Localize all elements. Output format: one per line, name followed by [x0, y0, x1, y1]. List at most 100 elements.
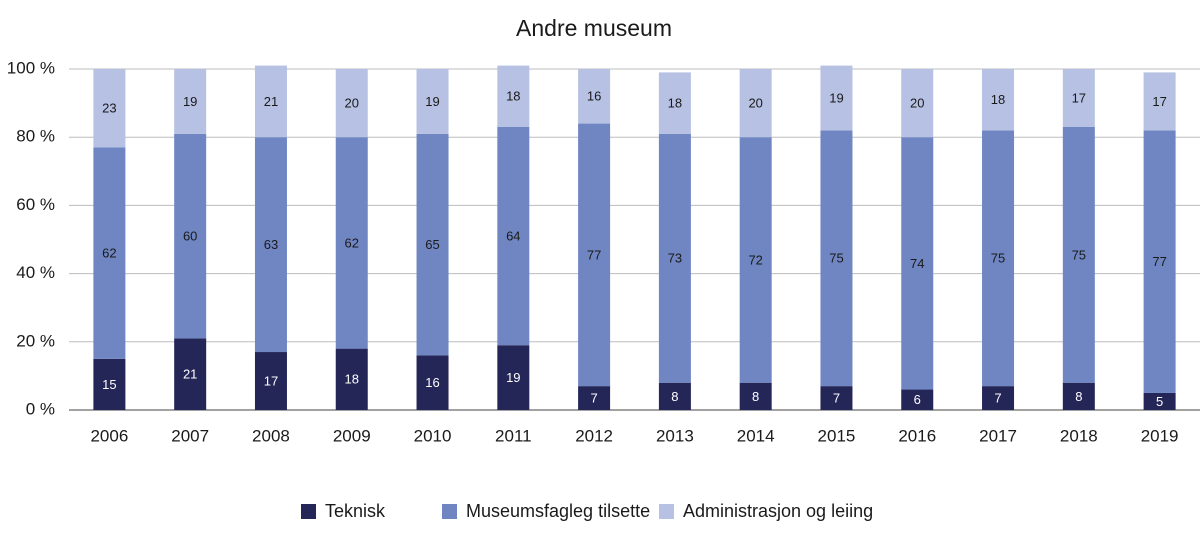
data-label: 20 — [345, 96, 359, 111]
bar-segment — [901, 389, 934, 410]
bar-segment — [578, 69, 611, 124]
data-label: 75 — [829, 251, 843, 266]
bar-segment — [416, 133, 449, 356]
data-label: 5 — [1156, 394, 1163, 409]
x-tick-label: 2012 — [575, 426, 613, 445]
data-label: 18 — [668, 96, 682, 111]
data-label: 75 — [991, 251, 1005, 266]
legend-swatch — [442, 504, 457, 519]
bar-segment — [658, 72, 691, 134]
bar-segment — [174, 69, 207, 134]
data-label: 63 — [264, 237, 278, 252]
data-label: 16 — [425, 375, 439, 390]
x-tick-label: 2008 — [252, 426, 290, 445]
bar-segment — [335, 348, 368, 410]
data-label: 7 — [994, 391, 1001, 406]
bar-segment — [1062, 382, 1095, 410]
bar-segment — [416, 355, 449, 410]
data-label: 19 — [425, 94, 439, 109]
data-label: 72 — [748, 252, 762, 267]
bar-segment — [820, 130, 853, 387]
y-tick-label: 40 % — [16, 263, 55, 282]
x-tick-label: 2019 — [1141, 426, 1179, 445]
data-label: 73 — [668, 251, 682, 266]
bar-segment — [739, 69, 772, 138]
x-tick-label: 2007 — [171, 426, 209, 445]
x-tick-label: 2011 — [495, 426, 532, 445]
data-label: 8 — [1075, 389, 1082, 404]
data-label: 17 — [1072, 90, 1086, 105]
data-label: 17 — [1152, 94, 1166, 109]
data-label: 62 — [102, 246, 116, 261]
y-tick-label: 60 % — [16, 195, 55, 214]
x-tick-label: 2018 — [1060, 426, 1098, 445]
x-tick-label: 2009 — [333, 426, 371, 445]
bar-segment — [739, 137, 772, 383]
bar-segment — [335, 137, 368, 349]
data-label: 8 — [671, 389, 678, 404]
data-label: 18 — [506, 89, 520, 104]
data-label: 21 — [183, 367, 197, 382]
data-label: 23 — [102, 101, 116, 116]
y-tick-label: 20 % — [16, 331, 55, 350]
bar-segment — [901, 69, 934, 138]
legend-swatch — [659, 504, 674, 519]
bar-segment — [174, 133, 207, 339]
x-tick-label: 2016 — [898, 426, 936, 445]
x-tick-label: 2010 — [414, 426, 452, 445]
data-label: 17 — [264, 373, 278, 388]
data-label: 18 — [991, 92, 1005, 107]
bar-segment — [739, 382, 772, 410]
bar-segment — [1143, 72, 1176, 131]
data-label: 74 — [910, 256, 924, 271]
bar-segment — [254, 352, 287, 410]
bar-segment — [820, 386, 853, 410]
data-label: 15 — [102, 377, 116, 392]
data-label: 62 — [345, 235, 359, 250]
bar-segment — [982, 386, 1015, 410]
data-label: 60 — [183, 229, 197, 244]
legend-swatch — [301, 504, 316, 519]
bar-segment — [578, 123, 611, 387]
data-label: 7 — [833, 391, 840, 406]
legend-label: Museumsfagleg tilsette — [466, 501, 650, 521]
data-label: 19 — [829, 90, 843, 105]
data-label: 19 — [183, 94, 197, 109]
x-tick-label: 2006 — [90, 426, 128, 445]
bar-segment — [254, 137, 287, 353]
data-label: 16 — [587, 89, 601, 104]
data-label: 65 — [425, 237, 439, 252]
data-label: 18 — [345, 372, 359, 387]
bar-segment — [497, 345, 530, 410]
x-tick-label: 2015 — [818, 426, 856, 445]
data-label: 75 — [1072, 247, 1086, 262]
bar-segment — [658, 382, 691, 410]
data-label: 77 — [587, 247, 601, 262]
bar-segment — [93, 69, 126, 148]
data-label: 8 — [752, 389, 759, 404]
y-tick-label: 0 % — [26, 399, 55, 418]
bar-segment — [1062, 69, 1095, 127]
data-label: 21 — [264, 94, 278, 109]
y-tick-label: 80 % — [16, 127, 55, 146]
bar-segment — [901, 137, 934, 390]
bar-segment — [1062, 126, 1095, 383]
bar-segment — [1143, 130, 1176, 393]
bar-segment — [1143, 392, 1176, 410]
bar-segment — [578, 386, 611, 410]
bar-segment — [335, 69, 368, 138]
data-label: 6 — [914, 392, 921, 407]
bar-segment — [174, 338, 207, 410]
bar-segment — [658, 133, 691, 383]
bar-segment — [820, 65, 853, 131]
bar-segment — [982, 69, 1015, 131]
x-tick-label: 2013 — [656, 426, 694, 445]
data-label: 20 — [910, 96, 924, 111]
bar-segment — [982, 130, 1015, 387]
x-tick-label: 2014 — [737, 426, 775, 445]
x-tick-label: 2017 — [979, 426, 1017, 445]
data-label: 20 — [748, 96, 762, 111]
legend-label: Teknisk — [325, 501, 386, 521]
bar-segment — [254, 65, 287, 138]
